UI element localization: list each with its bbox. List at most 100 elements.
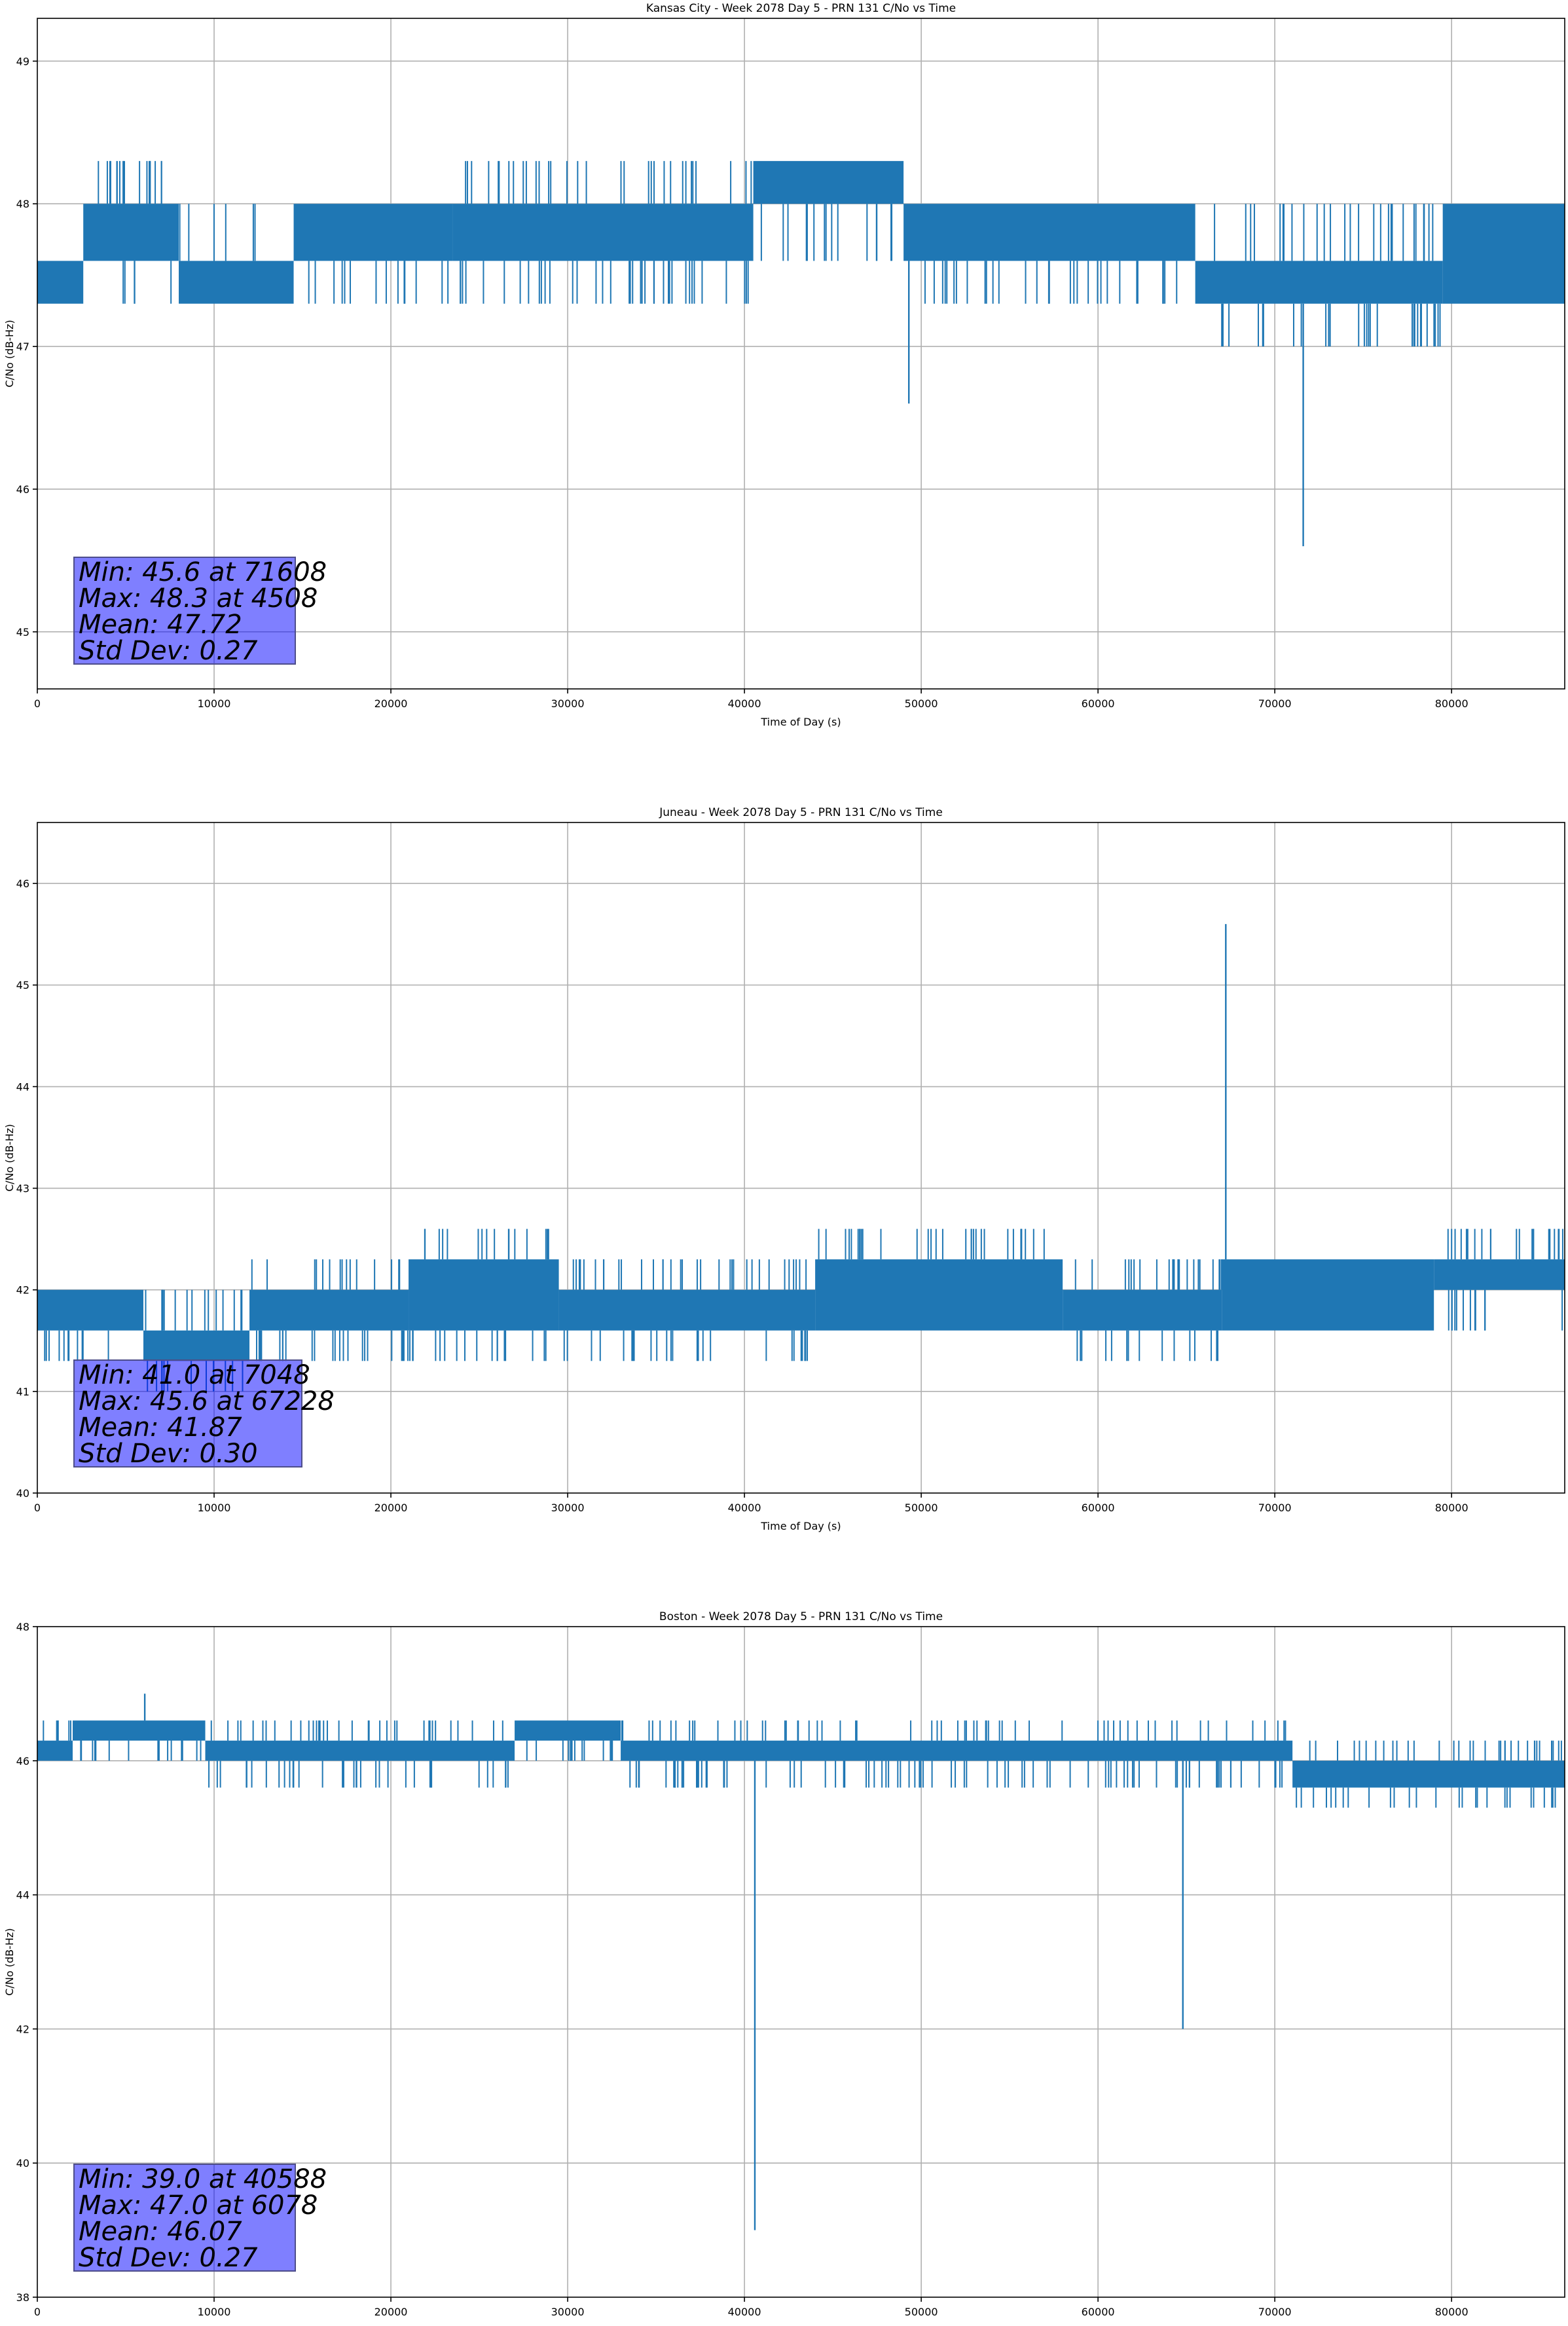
stats-mean: Mean: 47.72 [79, 610, 242, 640]
data-band [1292, 1760, 1565, 1788]
x-tick-label: 0 [34, 697, 41, 710]
x-tick-label: 50000 [905, 1502, 938, 1514]
data-band [515, 1720, 621, 1741]
data-band [1442, 204, 1565, 304]
y-tick-label: 46 [16, 877, 29, 890]
stats-max: Max: 45.6 at 67228 [79, 1386, 335, 1416]
stats-std-dev: Std Dev: 0.30 [79, 1439, 258, 1469]
x-tick-label: 30000 [551, 1502, 585, 1514]
x-tick-label: 0 [34, 2306, 41, 2318]
x-axis-label: Time of Day (s) [760, 716, 841, 728]
x-tick-label: 70000 [1258, 697, 1292, 710]
y-axis-label: C/No (dB-Hz) [3, 1928, 16, 1995]
x-tick-label: 20000 [374, 697, 408, 710]
data-series [37, 924, 1565, 1392]
x-tick-label: 10000 [198, 2306, 231, 2318]
stats-box: Min: 45.6 at 71608 Max: 48.3 at 4508 Mean:… [73, 557, 327, 666]
chart-panel: 0 10000 20000 30000 40000 50000 60000 70000 8000… [3, 806, 1565, 1532]
x-tick-label: 60000 [1082, 1502, 1115, 1514]
y-tick-label: 40 [16, 1487, 29, 1500]
data-band [409, 1259, 559, 1331]
x-tick-label: 20000 [374, 1502, 408, 1514]
chart-title: Kansas City - Week 2078 Day 5 - PRN 131 … [646, 2, 956, 15]
data-band [1434, 1259, 1565, 1290]
x-tick-label: 40000 [728, 2306, 761, 2318]
x-tick-label: 10000 [198, 1502, 231, 1514]
data-band [205, 1741, 515, 1761]
stats-min: Min: 39.0 at 40588 [79, 2164, 327, 2194]
x-tick-label: 60000 [1082, 697, 1115, 710]
data-band [73, 1720, 206, 1741]
y-tick-label: 40 [16, 2157, 29, 2169]
x-tick-label: 50000 [905, 2306, 938, 2318]
data-band [903, 204, 1195, 261]
y-tick-label: 46 [16, 1755, 29, 1767]
stats-box: Min: 39.0 at 40588 Max: 47.0 at 6078 Mean:… [73, 2164, 327, 2273]
x-tick-label: 30000 [551, 697, 585, 710]
y-tick-label: 47 [16, 341, 29, 353]
stats-min: Min: 45.6 at 71608 [79, 557, 327, 587]
x-tick-label: 80000 [1435, 2306, 1468, 2318]
x-tick-label: 70000 [1258, 1502, 1292, 1514]
stats-box: Min: 41.0 at 7048 Max: 45.6 at 67228 Mean:… [73, 1359, 335, 1469]
x-axis-label: Time of Day (s) [760, 1520, 841, 1532]
stats-max: Max: 47.0 at 6078 [79, 2190, 318, 2221]
y-tick-label: 38 [16, 2291, 29, 2304]
stats-mean: Mean: 41.87 [79, 1412, 242, 1443]
x-tick-label: 30000 [551, 2306, 585, 2318]
y-tick-label: 48 [16, 198, 29, 210]
x-tick-label: 50000 [905, 697, 938, 710]
stats-std-dev: Std Dev: 0.27 [79, 636, 258, 666]
y-axis-label: C/No (dB-Hz) [3, 1124, 16, 1191]
data-band [179, 261, 294, 304]
y-tick-label: 45 [16, 979, 29, 991]
data-band [83, 204, 179, 261]
y-tick-label: 42 [16, 2023, 29, 2035]
x-tick-label: 80000 [1435, 697, 1468, 710]
data-band [143, 1330, 250, 1361]
axes-frame [37, 822, 1565, 1494]
data-band [558, 1289, 816, 1331]
chart-title: Juneau - Week 2078 Day 5 - PRN 131 C/No … [659, 806, 943, 819]
data-band [753, 160, 904, 204]
y-tick-label: 43 [16, 1183, 29, 1195]
chart-panel: 0 10000 20000 30000 40000 50000 60000 70000 8000… [3, 2, 1565, 728]
x-tick-label: 20000 [374, 2306, 408, 2318]
y-tick-label: 44 [16, 1889, 29, 1902]
data-band [37, 1289, 144, 1331]
x-tick-label: 60000 [1082, 2306, 1115, 2318]
chart-panel: 0 10000 20000 30000 40000 50000 60000 70000 8000… [3, 1610, 1565, 2326]
y-tick-label: 48 [16, 1621, 29, 1633]
data-band [293, 204, 453, 261]
axes-frame [37, 1626, 1565, 2298]
data-band [1063, 1289, 1222, 1331]
y-tick-label: 45 [16, 626, 29, 638]
data-band [1222, 1259, 1434, 1331]
data-band [37, 1741, 73, 1761]
y-tick-label: 46 [16, 483, 29, 496]
y-tick-label: 49 [16, 55, 29, 67]
stats-max: Max: 48.3 at 4508 [79, 583, 318, 614]
y-tick-label: 41 [16, 1386, 29, 1398]
y-tick-label: 44 [16, 1080, 29, 1093]
data-band [452, 204, 754, 261]
stats-min: Min: 41.0 at 7048 [79, 1360, 310, 1390]
data-band [249, 1289, 409, 1331]
data-band [37, 261, 84, 304]
x-tick-label: 40000 [728, 697, 761, 710]
axes-frame [37, 18, 1565, 690]
y-tick-label: 42 [16, 1284, 29, 1297]
stats-std-dev: Std Dev: 0.27 [79, 2243, 258, 2273]
chart-title: Boston - Week 2078 Day 5 - PRN 131 C/No … [659, 1610, 943, 1623]
data-band [815, 1259, 1063, 1331]
x-tick-label: 10000 [198, 697, 231, 710]
data-band [621, 1741, 1293, 1761]
x-tick-label: 80000 [1435, 1502, 1468, 1514]
stats-mean: Mean: 46.07 [79, 2217, 242, 2247]
data-series [37, 160, 1565, 547]
x-tick-label: 70000 [1258, 2306, 1292, 2318]
y-axis-label: C/No (dB-Hz) [3, 320, 16, 387]
x-tick-label: 0 [34, 1502, 41, 1514]
